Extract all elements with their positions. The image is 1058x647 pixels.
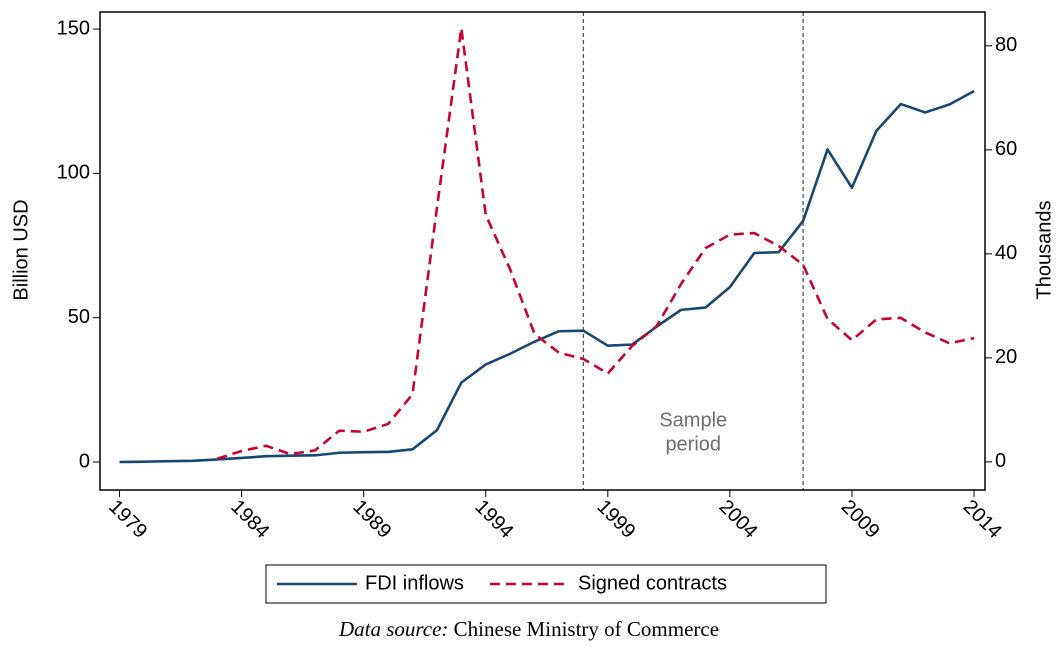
x-tick-label: 1984 <box>226 496 273 543</box>
x-tick-label: 2014 <box>959 496 1006 543</box>
legend-label: FDI inflows <box>365 572 464 594</box>
caption: Data source: Chinese Ministry of Commerc… <box>338 617 719 641</box>
y-axis-title: Billion USD <box>10 199 32 300</box>
annotation: Sample <box>659 409 727 431</box>
caption-text: Chinese Ministry of Commerce <box>454 617 719 641</box>
plot-frame <box>99 11 986 491</box>
caption-label: Data source: <box>338 617 448 641</box>
annotation: period <box>665 433 721 455</box>
y2-axis-title: Thousands <box>1033 201 1055 300</box>
y2-tick-label: 0 <box>995 450 1006 472</box>
x-tick-label: 1979 <box>104 496 151 543</box>
x-tick-label: 1999 <box>593 496 640 543</box>
legend-box <box>265 564 827 604</box>
x-tick-label: 2009 <box>837 496 884 543</box>
y2-tick-label: 20 <box>995 346 1017 368</box>
y-tick-label: 150 <box>57 17 90 39</box>
y2-tick-label: 80 <box>995 34 1017 56</box>
y-tick-label: 0 <box>79 450 90 472</box>
x-tick-label: 2004 <box>715 496 762 543</box>
series-line <box>119 89 975 464</box>
x-tick-label: 1989 <box>348 496 395 543</box>
series-line <box>216 26 975 461</box>
y-tick-label: 50 <box>68 306 90 328</box>
legend-label: Signed contracts <box>578 572 727 594</box>
y2-tick-label: 60 <box>995 138 1017 160</box>
y-tick-label: 100 <box>57 162 90 184</box>
x-tick-label: 1994 <box>470 496 517 543</box>
y2-tick-label: 40 <box>995 242 1017 264</box>
